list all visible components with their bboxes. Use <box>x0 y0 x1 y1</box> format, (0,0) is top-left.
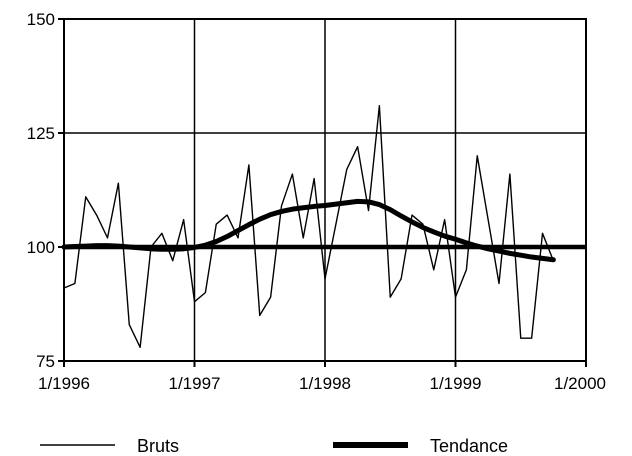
y-tick-label-1: 100 <box>27 238 55 257</box>
y-tick-label-0: 75 <box>36 352 55 371</box>
legend-label-tendance: Tendance <box>430 436 508 456</box>
axes <box>58 18 587 367</box>
x-tick-label-0: 1/1996 <box>38 374 90 393</box>
legend: Bruts Tendance <box>40 436 508 456</box>
tick-labels: 75 100 125 150 1/1996 1/1997 1/1998 1/1999 1/200… <box>27 10 606 393</box>
legend-label-bruts: Bruts <box>137 436 179 456</box>
x-tick-label-3: 1/1999 <box>430 374 482 393</box>
x-tick-label-4: 1/2000 <box>554 374 606 393</box>
series-lines <box>61 104 556 349</box>
series-line-tendance <box>61 198 556 263</box>
y-tick-label-3: 150 <box>27 10 55 29</box>
y-tick-label-2: 125 <box>27 124 55 143</box>
x-tick-label-2: 1/1998 <box>299 374 351 393</box>
x-tick-label-1: 1/1997 <box>169 374 221 393</box>
series-line-bruts <box>63 104 555 349</box>
